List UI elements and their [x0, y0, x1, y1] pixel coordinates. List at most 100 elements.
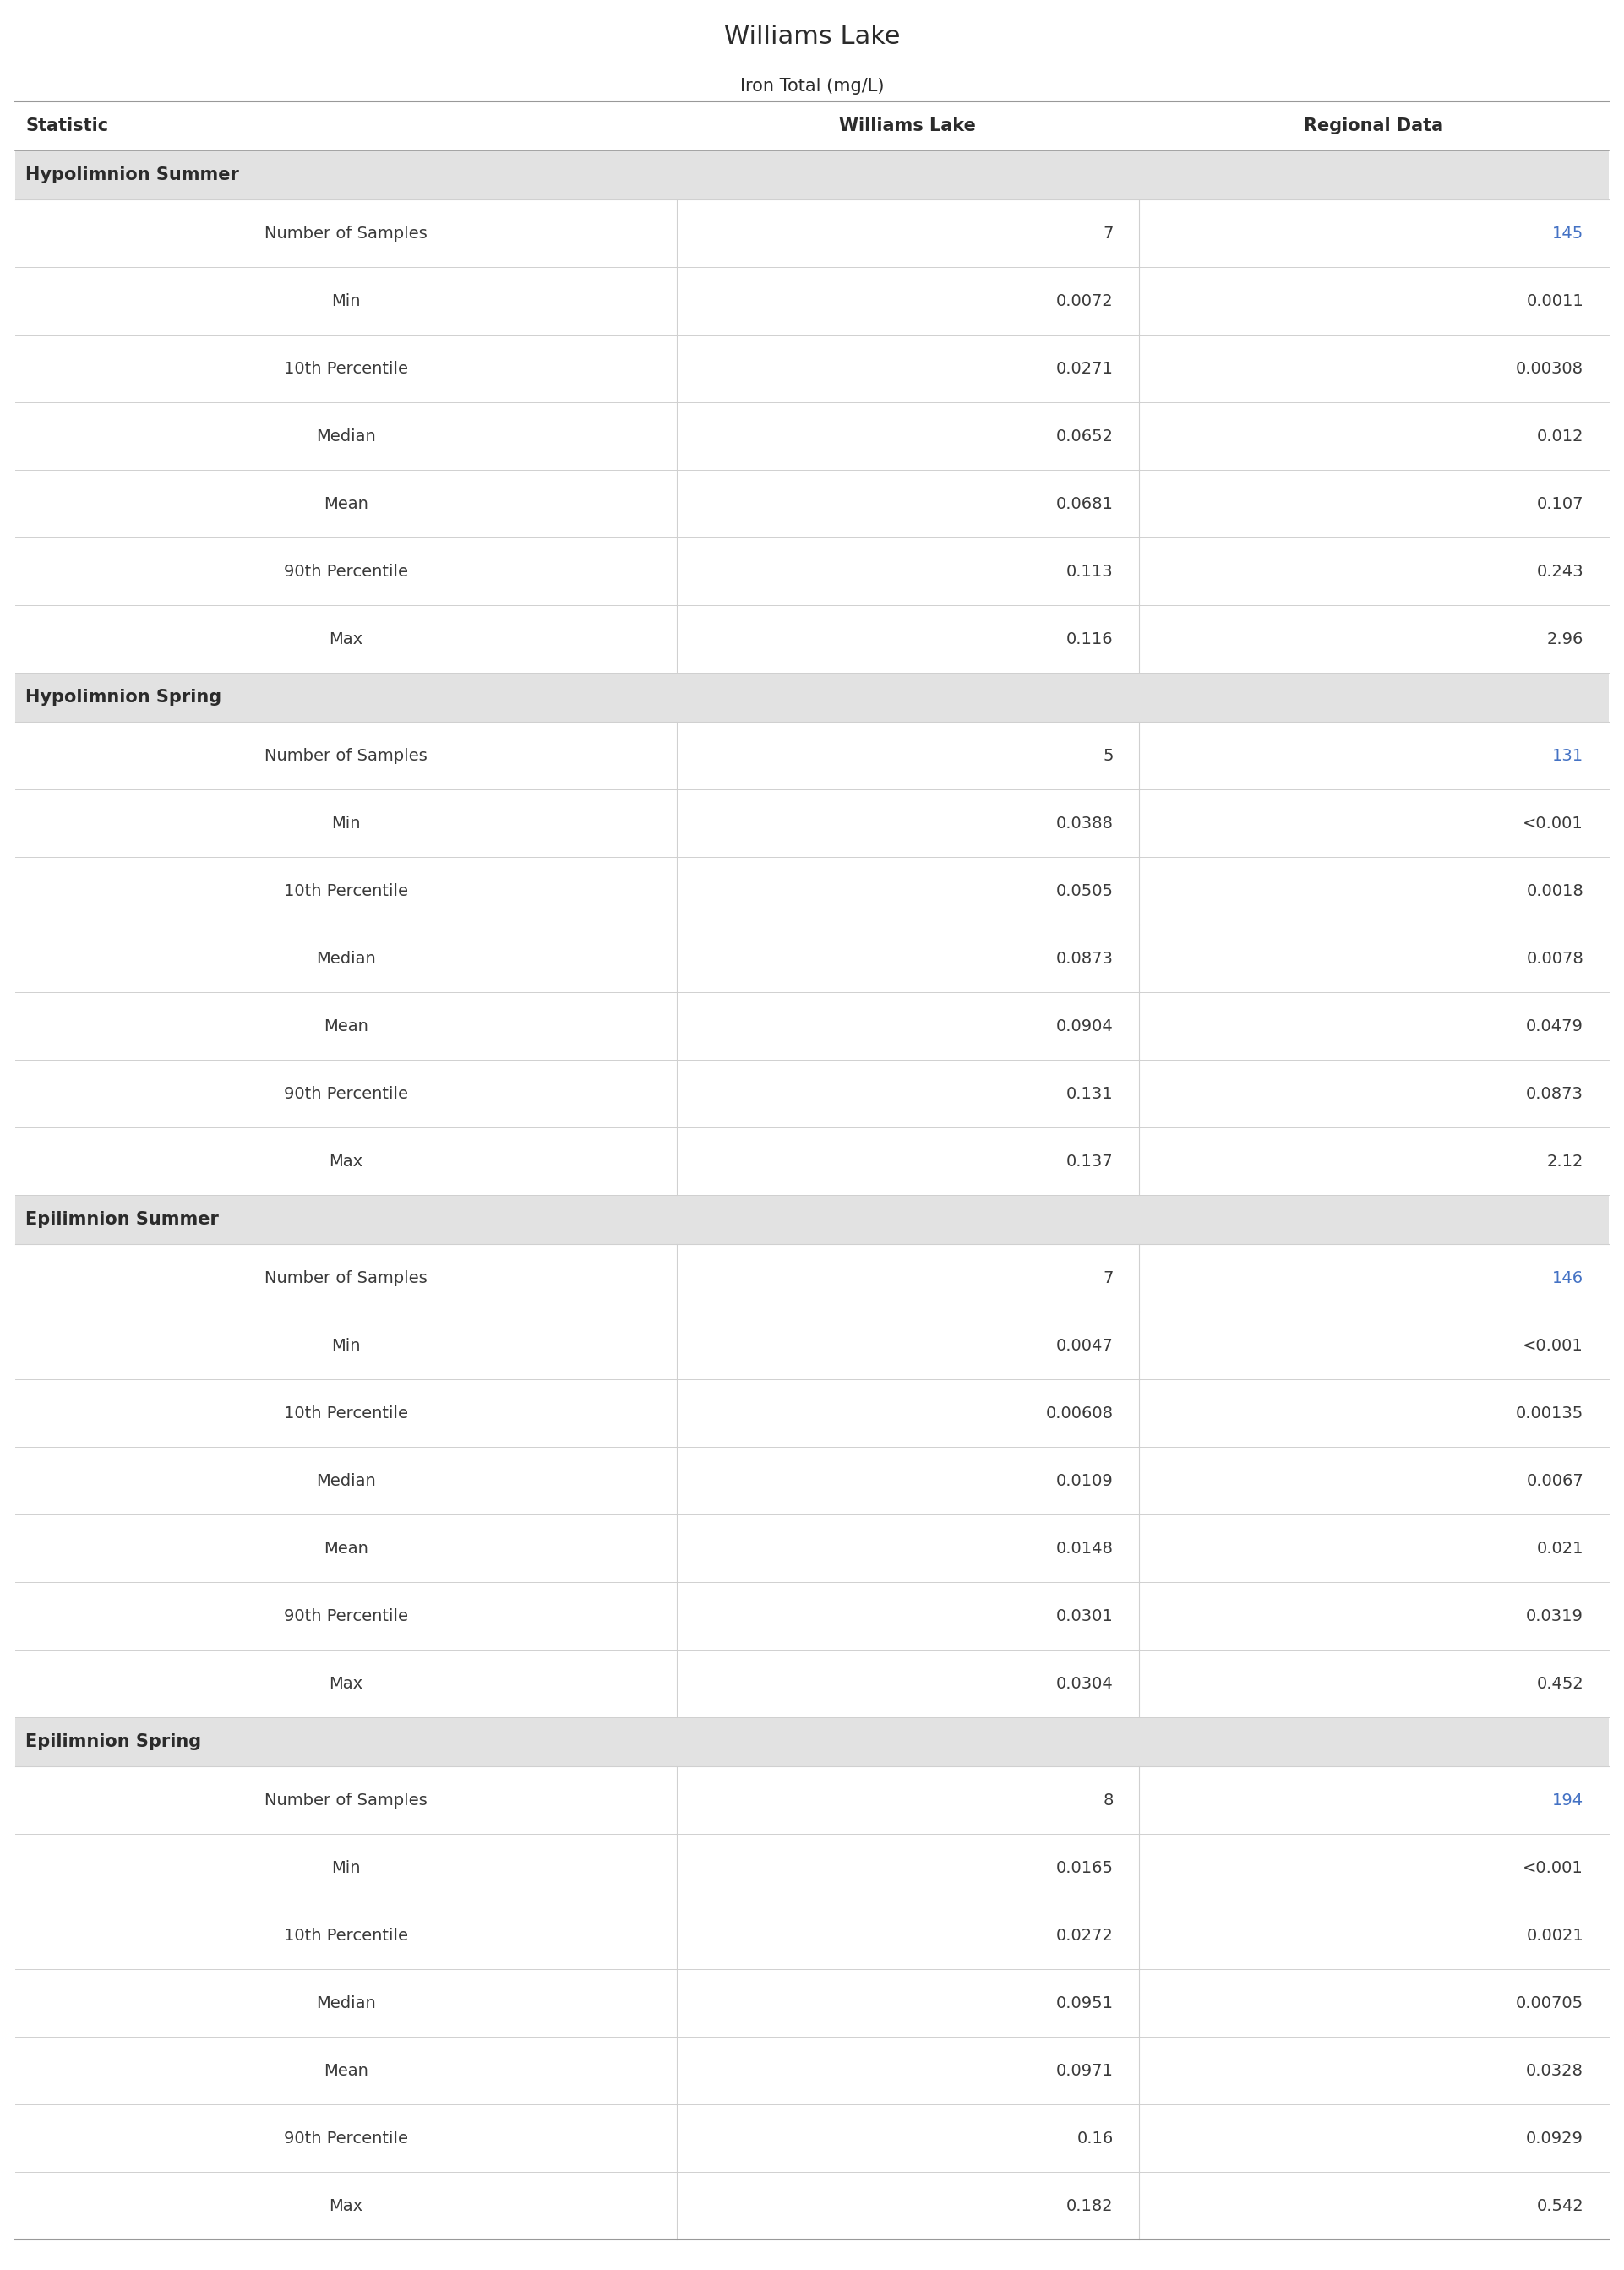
- Text: 0.0929: 0.0929: [1527, 2129, 1583, 2145]
- Text: 0.0148: 0.0148: [1056, 1541, 1114, 1557]
- Text: 0.00608: 0.00608: [1046, 1405, 1114, 1421]
- Text: Max: Max: [330, 1153, 362, 1169]
- Text: 0.0018: 0.0018: [1527, 883, 1583, 899]
- Text: 0.137: 0.137: [1067, 1153, 1114, 1169]
- Bar: [15, 538, 1609, 606]
- Bar: [15, 1834, 1609, 1902]
- Text: 0.00135: 0.00135: [1515, 1405, 1583, 1421]
- Text: 0.0304: 0.0304: [1056, 1675, 1114, 1691]
- Text: Number of Samples: Number of Samples: [265, 225, 427, 241]
- Bar: [15, 1902, 1609, 1968]
- Bar: [15, 470, 1609, 538]
- Text: 0.243: 0.243: [1536, 563, 1583, 579]
- Text: 0.0272: 0.0272: [1056, 1927, 1114, 1943]
- Text: Hypolimnion Spring: Hypolimnion Spring: [26, 688, 221, 706]
- Text: 0.0971: 0.0971: [1056, 2063, 1114, 2079]
- Bar: [15, 1582, 1609, 1650]
- Text: 0.0479: 0.0479: [1527, 1017, 1583, 1035]
- Text: Number of Samples: Number of Samples: [265, 1269, 427, 1285]
- Bar: [15, 992, 1609, 1060]
- Text: 145: 145: [1553, 225, 1583, 241]
- Bar: [15, 200, 1609, 268]
- Bar: [15, 1650, 1609, 1718]
- Text: <0.001: <0.001: [1523, 1337, 1583, 1353]
- Text: Mean: Mean: [323, 1541, 369, 1557]
- Text: 0.0078: 0.0078: [1527, 951, 1583, 967]
- Text: Regional Data: Regional Data: [1304, 118, 1444, 134]
- Bar: [15, 1446, 1609, 1514]
- Bar: [15, 1312, 1609, 1380]
- Text: 0.0109: 0.0109: [1056, 1473, 1114, 1489]
- Text: 131: 131: [1553, 747, 1583, 763]
- Text: Min: Min: [331, 1337, 361, 1353]
- Bar: [15, 268, 1609, 334]
- Text: 0.0951: 0.0951: [1056, 1995, 1114, 2011]
- Text: Iron Total (mg/L): Iron Total (mg/L): [741, 77, 883, 95]
- Text: 146: 146: [1553, 1269, 1583, 1285]
- Text: 0.0681: 0.0681: [1056, 495, 1114, 511]
- Text: 10th Percentile: 10th Percentile: [284, 1927, 408, 1943]
- Text: 0.0271: 0.0271: [1056, 361, 1114, 377]
- Text: 0.16: 0.16: [1077, 2129, 1114, 2145]
- Bar: [15, 334, 1609, 402]
- Text: 0.0328: 0.0328: [1527, 2063, 1583, 2079]
- Bar: [15, 672, 1609, 722]
- Text: 10th Percentile: 10th Percentile: [284, 1405, 408, 1421]
- Text: 0.0505: 0.0505: [1056, 883, 1114, 899]
- Bar: [15, 102, 1609, 150]
- Text: <0.001: <0.001: [1523, 1859, 1583, 1875]
- Text: Mean: Mean: [323, 2063, 369, 2079]
- Bar: [15, 1380, 1609, 1446]
- Text: Min: Min: [331, 1859, 361, 1875]
- Text: 194: 194: [1553, 1791, 1583, 1809]
- Text: Min: Min: [331, 293, 361, 309]
- Bar: [15, 150, 1609, 200]
- Text: 0.0873: 0.0873: [1527, 1085, 1583, 1101]
- Text: Min: Min: [331, 815, 361, 831]
- Text: 90th Percentile: 90th Percentile: [284, 563, 408, 579]
- Text: 0.0047: 0.0047: [1056, 1337, 1114, 1353]
- Bar: [15, 2104, 1609, 2172]
- Bar: [15, 2172, 1609, 2240]
- Bar: [15, 1514, 1609, 1582]
- Text: Williams Lake: Williams Lake: [724, 25, 900, 50]
- Text: 0.0072: 0.0072: [1056, 293, 1114, 309]
- Bar: [15, 790, 1609, 858]
- Text: Mean: Mean: [323, 495, 369, 511]
- Text: Statistic: Statistic: [26, 118, 109, 134]
- Text: 90th Percentile: 90th Percentile: [284, 1607, 408, 1623]
- Bar: [15, 402, 1609, 470]
- Text: 5: 5: [1103, 747, 1114, 763]
- Text: 0.0873: 0.0873: [1056, 951, 1114, 967]
- Text: 0.452: 0.452: [1536, 1675, 1583, 1691]
- Text: 0.012: 0.012: [1536, 429, 1583, 445]
- Text: 0.0388: 0.0388: [1056, 815, 1114, 831]
- Text: 7: 7: [1103, 225, 1114, 241]
- Text: 0.0319: 0.0319: [1527, 1607, 1583, 1623]
- Text: Epilimnion Spring: Epilimnion Spring: [26, 1734, 201, 1750]
- Text: 90th Percentile: 90th Percentile: [284, 1085, 408, 1101]
- Text: 0.542: 0.542: [1536, 2197, 1583, 2213]
- Text: Epilimnion Summer: Epilimnion Summer: [26, 1212, 219, 1228]
- Bar: [15, 924, 1609, 992]
- Text: 0.0011: 0.0011: [1527, 293, 1583, 309]
- Bar: [15, 1194, 1609, 1244]
- Text: 0.0301: 0.0301: [1056, 1607, 1114, 1623]
- Bar: [15, 2036, 1609, 2104]
- Text: 0.0067: 0.0067: [1527, 1473, 1583, 1489]
- Bar: [15, 606, 1609, 672]
- Bar: [15, 1128, 1609, 1194]
- Bar: [15, 1060, 1609, 1128]
- Text: Mean: Mean: [323, 1017, 369, 1035]
- Text: Median: Median: [317, 1995, 375, 2011]
- Text: Median: Median: [317, 951, 375, 967]
- Text: 7: 7: [1103, 1269, 1114, 1285]
- Text: 0.107: 0.107: [1536, 495, 1583, 511]
- Text: 0.131: 0.131: [1067, 1085, 1114, 1101]
- Bar: [15, 1766, 1609, 1834]
- Text: <0.001: <0.001: [1523, 815, 1583, 831]
- Text: Number of Samples: Number of Samples: [265, 1791, 427, 1809]
- Text: Median: Median: [317, 429, 375, 445]
- Text: Hypolimnion Summer: Hypolimnion Summer: [26, 166, 239, 184]
- Text: 0.116: 0.116: [1067, 631, 1114, 647]
